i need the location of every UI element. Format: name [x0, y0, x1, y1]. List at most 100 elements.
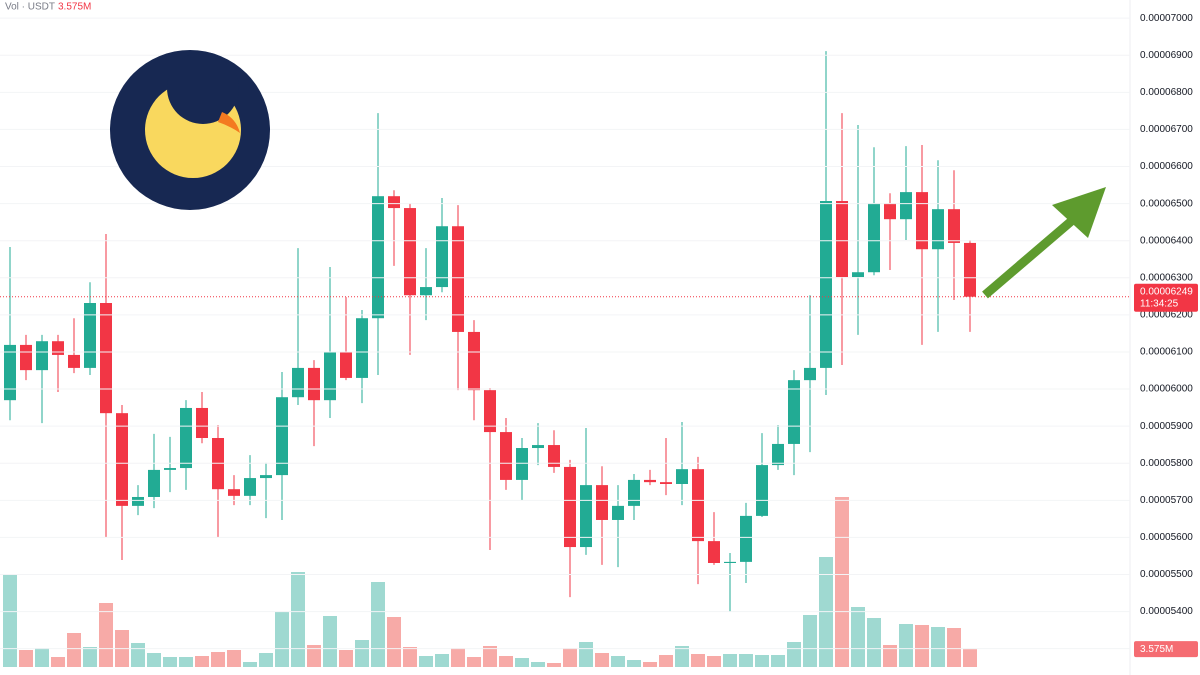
y-tick-label: 0.00006400	[1140, 235, 1193, 246]
candle-body	[804, 367, 816, 381]
logo	[110, 50, 270, 210]
candle-body	[772, 443, 784, 466]
volume-bar	[899, 624, 913, 667]
candle-body	[660, 482, 672, 484]
candle-body	[420, 287, 432, 296]
y-tick-label: 0.00006100	[1140, 347, 1193, 358]
volume-bar	[179, 657, 193, 667]
candle-body	[932, 209, 944, 250]
candle-body	[644, 479, 656, 483]
candle-body	[308, 367, 320, 401]
volume-bar	[19, 650, 33, 667]
candle-body	[356, 318, 368, 378]
volume-bar	[371, 582, 385, 667]
candle-body	[324, 351, 336, 401]
volume-bar	[307, 645, 321, 667]
y-tick-label: 0.00006000	[1140, 384, 1193, 395]
volume-bar	[755, 655, 769, 667]
candle-body	[388, 196, 400, 209]
volume-bar	[259, 653, 273, 667]
candle-body	[820, 201, 832, 368]
volume-bar	[627, 660, 641, 667]
volume-bar	[483, 646, 497, 667]
volume-last-box	[1134, 641, 1198, 658]
candle-body	[180, 407, 192, 469]
volume-bar	[931, 627, 945, 667]
y-tick-label: 0.00006600	[1140, 161, 1193, 172]
candle-body	[516, 448, 528, 480]
candle-body	[404, 208, 416, 296]
volume-bar	[579, 642, 593, 667]
logo-accent	[218, 112, 240, 133]
volume-bar	[835, 497, 849, 667]
candle-body	[708, 541, 720, 563]
candle-body	[452, 226, 464, 332]
volume-bar	[163, 657, 177, 667]
candle-layer	[4, 51, 976, 612]
volume-bar	[131, 643, 145, 667]
volume-bar	[275, 612, 289, 667]
candle-body	[836, 201, 848, 278]
volume-bar	[851, 607, 865, 667]
volume-last-label: 3.575M	[1140, 644, 1173, 655]
last-price-label: 0.00006249	[1140, 286, 1193, 297]
volume-bar	[147, 653, 161, 667]
volume-bar	[67, 633, 81, 667]
volume-bar	[515, 658, 529, 667]
volume-bar	[547, 663, 561, 667]
candle-body	[900, 192, 912, 220]
volume-bar	[611, 656, 625, 667]
y-tick-label: 0.00007000	[1140, 13, 1193, 24]
volume-bar	[595, 653, 609, 667]
candle-body	[20, 344, 32, 371]
arrow-head	[1052, 187, 1106, 238]
volume-bar	[467, 657, 481, 667]
volume-bar	[435, 654, 449, 667]
candle-body	[100, 303, 112, 414]
volume-bar	[419, 656, 433, 667]
volume-bar	[227, 650, 241, 667]
y-tick-label: 0.00005900	[1140, 421, 1193, 432]
candle-body	[244, 478, 256, 496]
volume-bar	[915, 625, 929, 667]
candle-body	[916, 192, 928, 250]
volume-bar	[771, 655, 785, 667]
volume-bar	[643, 662, 657, 667]
candle-body	[564, 466, 576, 548]
candle-body	[84, 303, 96, 368]
candle-body	[724, 561, 736, 563]
candle-body	[612, 505, 624, 520]
volume-bar	[195, 656, 209, 667]
volume-bar	[659, 655, 673, 667]
countdown-label: 11:34:25	[1140, 298, 1179, 309]
volume-bar	[99, 603, 113, 667]
y-tick-label: 0.00005700	[1140, 495, 1193, 506]
y-tick-label: 0.00006800	[1140, 87, 1193, 98]
volume-bar	[243, 662, 257, 667]
candle-body	[228, 489, 240, 496]
volume-bar	[723, 654, 737, 667]
candle-body	[948, 209, 960, 243]
candle-body	[164, 468, 176, 470]
y-tick-label: 0.00005800	[1140, 458, 1193, 469]
candle-body	[292, 367, 304, 398]
volume-bar	[675, 646, 689, 667]
candle-body	[260, 475, 272, 479]
volume-bar	[883, 645, 897, 667]
candle-body	[4, 344, 16, 401]
volume-bar	[963, 649, 977, 667]
candle-body	[116, 413, 128, 506]
volume-last: 3.575M	[58, 2, 91, 13]
volume-bar	[499, 656, 513, 667]
last-price-box	[1134, 283, 1198, 312]
candle-body	[628, 479, 640, 506]
volume-layer	[3, 497, 977, 667]
candle-body	[148, 469, 160, 497]
candle-body	[500, 432, 512, 480]
y-tick-label: 0.00005600	[1140, 532, 1193, 543]
candle-body	[964, 242, 976, 297]
candle-body	[132, 496, 144, 506]
volume-bar	[83, 647, 97, 667]
volume-bar	[563, 648, 577, 667]
